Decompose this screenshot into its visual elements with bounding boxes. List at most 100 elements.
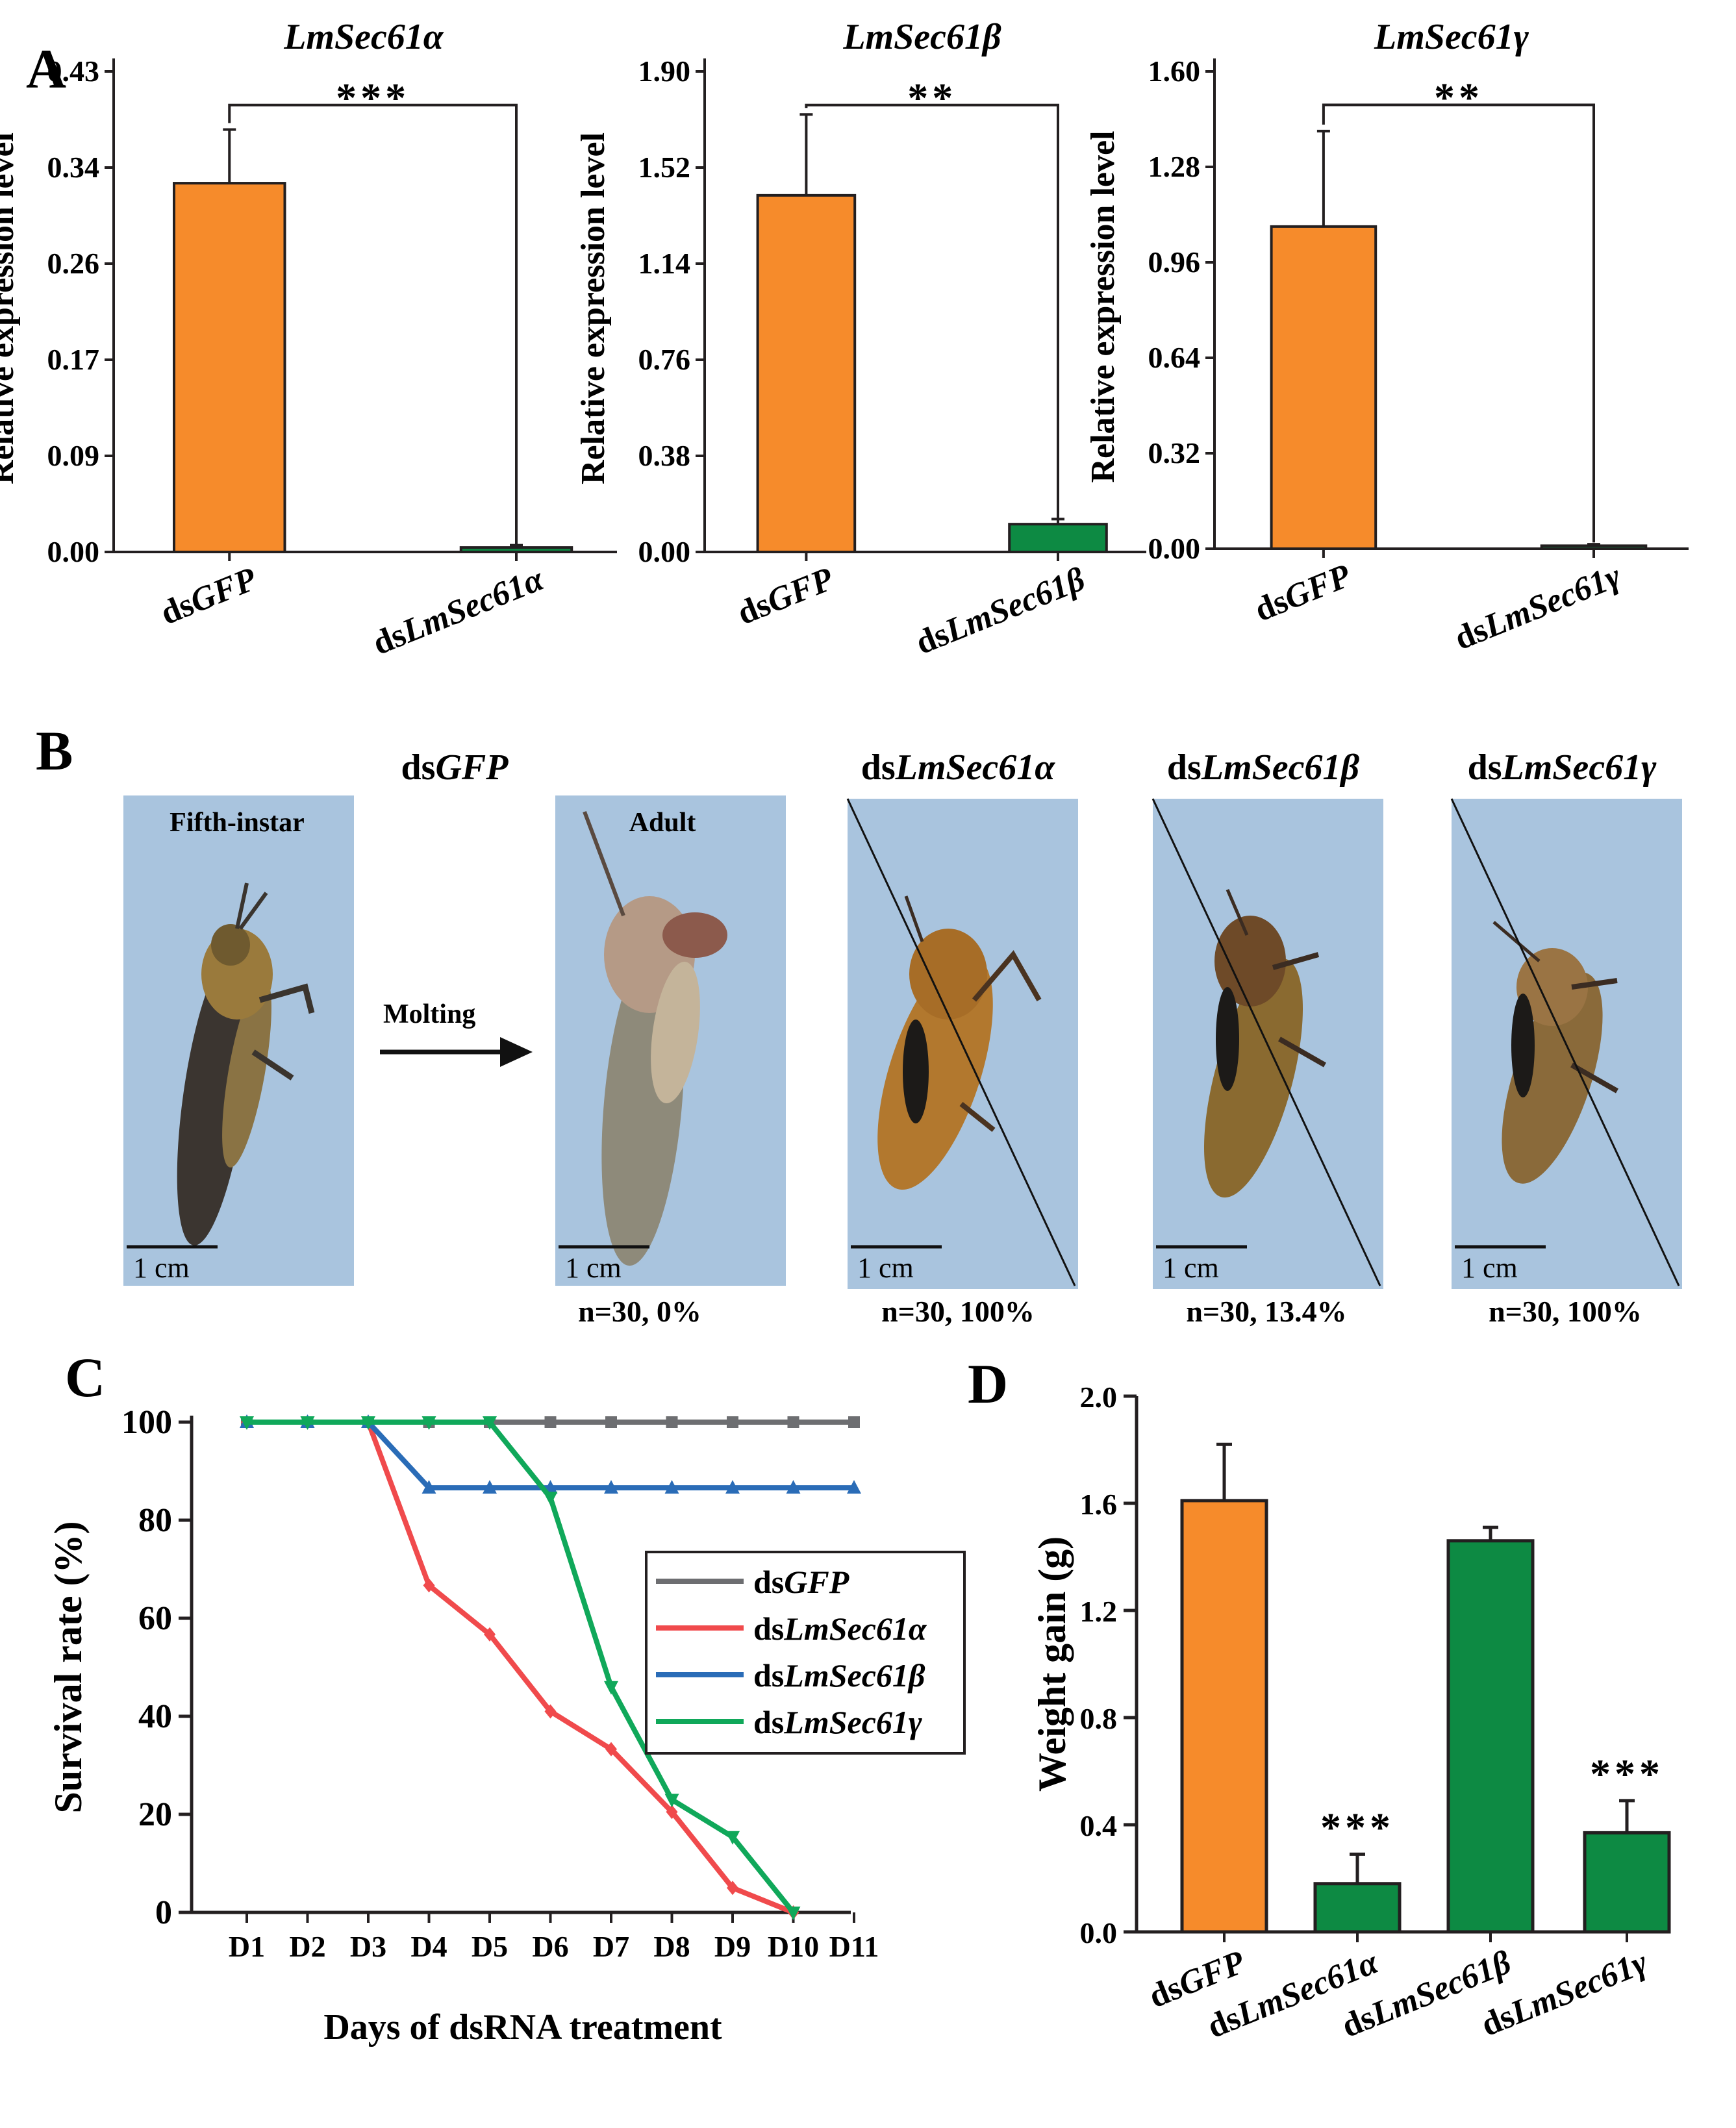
y-tick-label: 40 <box>138 1698 172 1735</box>
y-tick-label: 0.34 <box>47 151 100 184</box>
y-tick-label: 80 <box>138 1502 172 1539</box>
strike-line <box>1450 798 1680 1286</box>
category-gene: LmSec61β <box>940 560 1090 650</box>
caption-dsgfp: n=30, 0% <box>578 1295 701 1328</box>
locust-dead-image <box>1203 889 1326 1198</box>
category-gene: GFP <box>185 560 262 620</box>
data-point <box>300 1416 315 1430</box>
y-tick-label: 0.09 <box>47 439 100 472</box>
y-tick-label: 0.64 <box>1148 341 1201 374</box>
data-point <box>604 1480 618 1494</box>
x-tick-label: D6 <box>532 1930 568 1963</box>
strike-line <box>846 798 1076 1286</box>
legend-prefix: ds <box>753 1564 784 1600</box>
locust-nymph-image <box>177 882 315 1246</box>
y-tick-label: 2.0 <box>1080 1381 1118 1414</box>
group-label-dslmsec61g: dsLmSec61γ <box>1468 747 1657 788</box>
molting-label: Molting <box>383 999 475 1029</box>
bar <box>1270 225 1377 550</box>
legend-label: dsLmSec61γ <box>753 1704 922 1740</box>
y-tick-label: 0.8 <box>1080 1702 1118 1735</box>
data-point <box>847 1480 861 1494</box>
caption-dslmsec61b: n=30, 13.4% <box>1186 1295 1346 1328</box>
y-tick-label: 0.17 <box>47 343 100 376</box>
x-tick-label: D5 <box>472 1930 508 1963</box>
bar <box>1180 1499 1268 1934</box>
expression-chart-3: LmSec61γ 0.00 0.32 0.64 0.96 1.28 1.60 Relative… <box>1085 17 1689 657</box>
y-tick-label: 0.38 <box>638 439 691 472</box>
y-tick-label: 0.4 <box>1080 1809 1118 1842</box>
bar <box>1313 1882 1402 1934</box>
y-axis-label: Weight gain (g) <box>1031 1536 1074 1792</box>
data-point <box>725 1831 740 1845</box>
significance-bracket <box>228 103 518 545</box>
data-point <box>666 1805 678 1820</box>
y-tick-label: 1.6 <box>1080 1488 1118 1521</box>
y-tick-label: 0.0 <box>1080 1916 1118 1949</box>
significance-stars: ** <box>907 75 957 121</box>
group-label-dsgfp: dsGFP <box>401 747 509 788</box>
data-point <box>786 1480 801 1494</box>
data-point <box>725 1480 740 1494</box>
group-label-dslmsec61b: dsLmSec61β <box>1167 747 1360 788</box>
y-axis-label: Survival rate (%) <box>47 1521 90 1814</box>
chart-title: LmSec61γ <box>1374 17 1529 57</box>
series-line-3 <box>247 1420 854 1491</box>
locust-dead-image <box>877 895 1042 1190</box>
data-point <box>240 1416 254 1430</box>
photo-dslmsec61b: 1 cm <box>1151 798 1383 1289</box>
bar <box>1008 523 1108 554</box>
x-category-label: dsLmSec61γ <box>1450 557 1626 657</box>
y-tick-label: 20 <box>138 1796 172 1833</box>
strike-line <box>1151 798 1381 1286</box>
panel-d-letter: D <box>968 1353 1008 1415</box>
y-tick-label: 0.96 <box>1148 245 1201 279</box>
data-point <box>544 1416 557 1428</box>
x-tick-label: D10 <box>768 1930 819 1963</box>
x-tick-label: D7 <box>593 1930 629 1963</box>
significance-stars: ** <box>1434 74 1483 120</box>
expression-chart-2: LmSec61β 0.00 0.38 0.76 1.14 1.52 1.90 Relative… <box>575 17 1146 662</box>
bar <box>459 546 573 553</box>
data-point <box>664 1480 679 1494</box>
legend-prefix: ds <box>753 1704 784 1740</box>
data-point <box>786 1907 801 1920</box>
x-category-label: dsGFP <box>155 560 262 632</box>
scale-label: 1 cm <box>1163 1252 1219 1284</box>
y-tick-label: 1.52 <box>638 151 691 184</box>
bar <box>1446 1539 1535 1934</box>
photo-dslmsec61a: 1 cm <box>846 798 1078 1289</box>
significance-stars: *** <box>1590 1751 1664 1797</box>
panel-a: LmSec61α 0.00 0.09 0.17 0.26 0.34 0.43 Relative… <box>0 17 1689 662</box>
legend-gene: GFP <box>784 1564 849 1600</box>
data-point <box>666 1416 678 1428</box>
data-point <box>483 1416 497 1430</box>
significance-bracket <box>805 103 1059 521</box>
photo-label-fifth-instar: Fifth-instar <box>170 808 305 838</box>
arrow-head-icon <box>500 1037 533 1067</box>
y-tick-label: 1.2 <box>1080 1595 1118 1628</box>
data-point <box>544 1704 557 1719</box>
y-tick-label: 1.90 <box>638 55 691 88</box>
data-point <box>664 1794 679 1808</box>
x-tick-label: D4 <box>410 1930 447 1963</box>
series-line-4 <box>247 1420 796 1914</box>
chart-title: LmSec61α <box>283 17 444 57</box>
chart-title: LmSec61β <box>842 17 1001 57</box>
x-axis-label: Days of dsRNA treatment <box>323 2007 722 2047</box>
data-point <box>484 1627 496 1642</box>
y-tick-label: 1.28 <box>1148 150 1201 183</box>
legend-gene: LmSec61α <box>783 1610 927 1647</box>
y-tick-label: 100 <box>121 1404 172 1441</box>
legend-label: dsGFP <box>753 1564 849 1600</box>
scale-label: 1 cm <box>133 1252 190 1284</box>
y-tick-label: 0 <box>155 1894 172 1931</box>
data-point <box>605 1742 617 1757</box>
x-category-label: dsGFP <box>733 560 840 632</box>
y-axis-label: Relative expression level <box>575 132 612 484</box>
y-tick-label: 0.32 <box>1148 436 1201 469</box>
expression-chart-1: LmSec61α 0.00 0.09 0.17 0.26 0.34 0.43 Relative… <box>0 17 617 662</box>
x-tick-label: D8 <box>653 1930 690 1963</box>
category-gene: GFP <box>1279 557 1357 617</box>
